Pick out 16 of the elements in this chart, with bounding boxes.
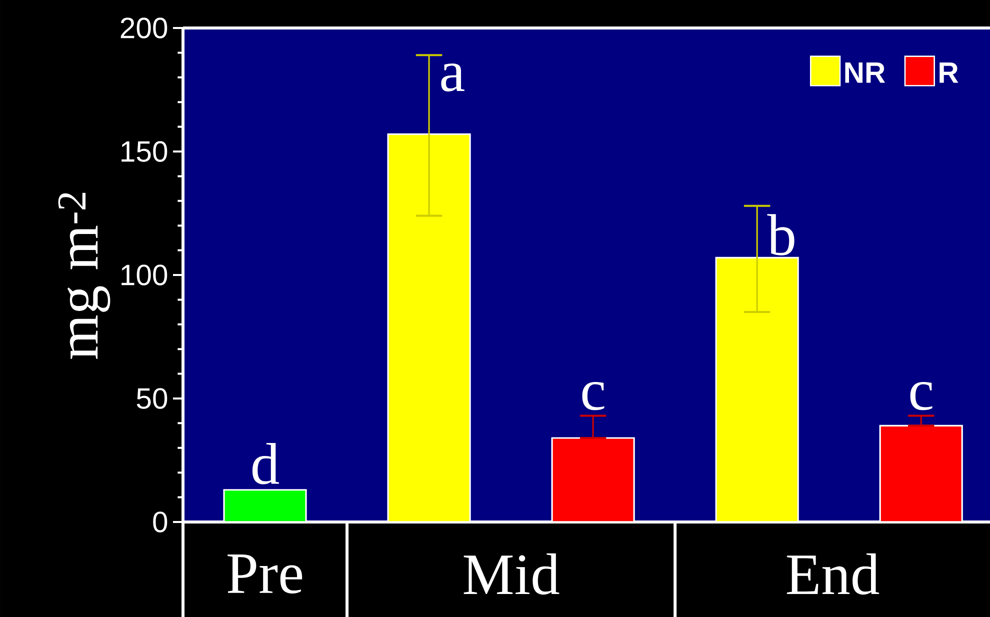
y-tick-label: 150: [122, 141, 168, 162]
annotation: d: [252, 443, 279, 484]
x-tick-label: Mid: [464, 553, 560, 595]
annotation: a: [441, 63, 464, 92]
annotation: c: [582, 382, 604, 410]
y-axis-title: mg m$^{-2}$: [58, 192, 110, 359]
x-tick-label: End: [786, 553, 880, 595]
y-tick-label: 200: [120, 18, 168, 38]
y-tick-label: 100: [122, 264, 168, 286]
x-tick-label: Pre: [228, 554, 302, 594]
annotation: c: [910, 382, 932, 410]
y-tick-label: 0: [153, 512, 168, 532]
annotation: b: [767, 214, 794, 256]
y-tick-label: 50: [136, 388, 168, 409]
legend-label: R: [940, 62, 958, 83]
legend-label: NR: [845, 62, 886, 83]
